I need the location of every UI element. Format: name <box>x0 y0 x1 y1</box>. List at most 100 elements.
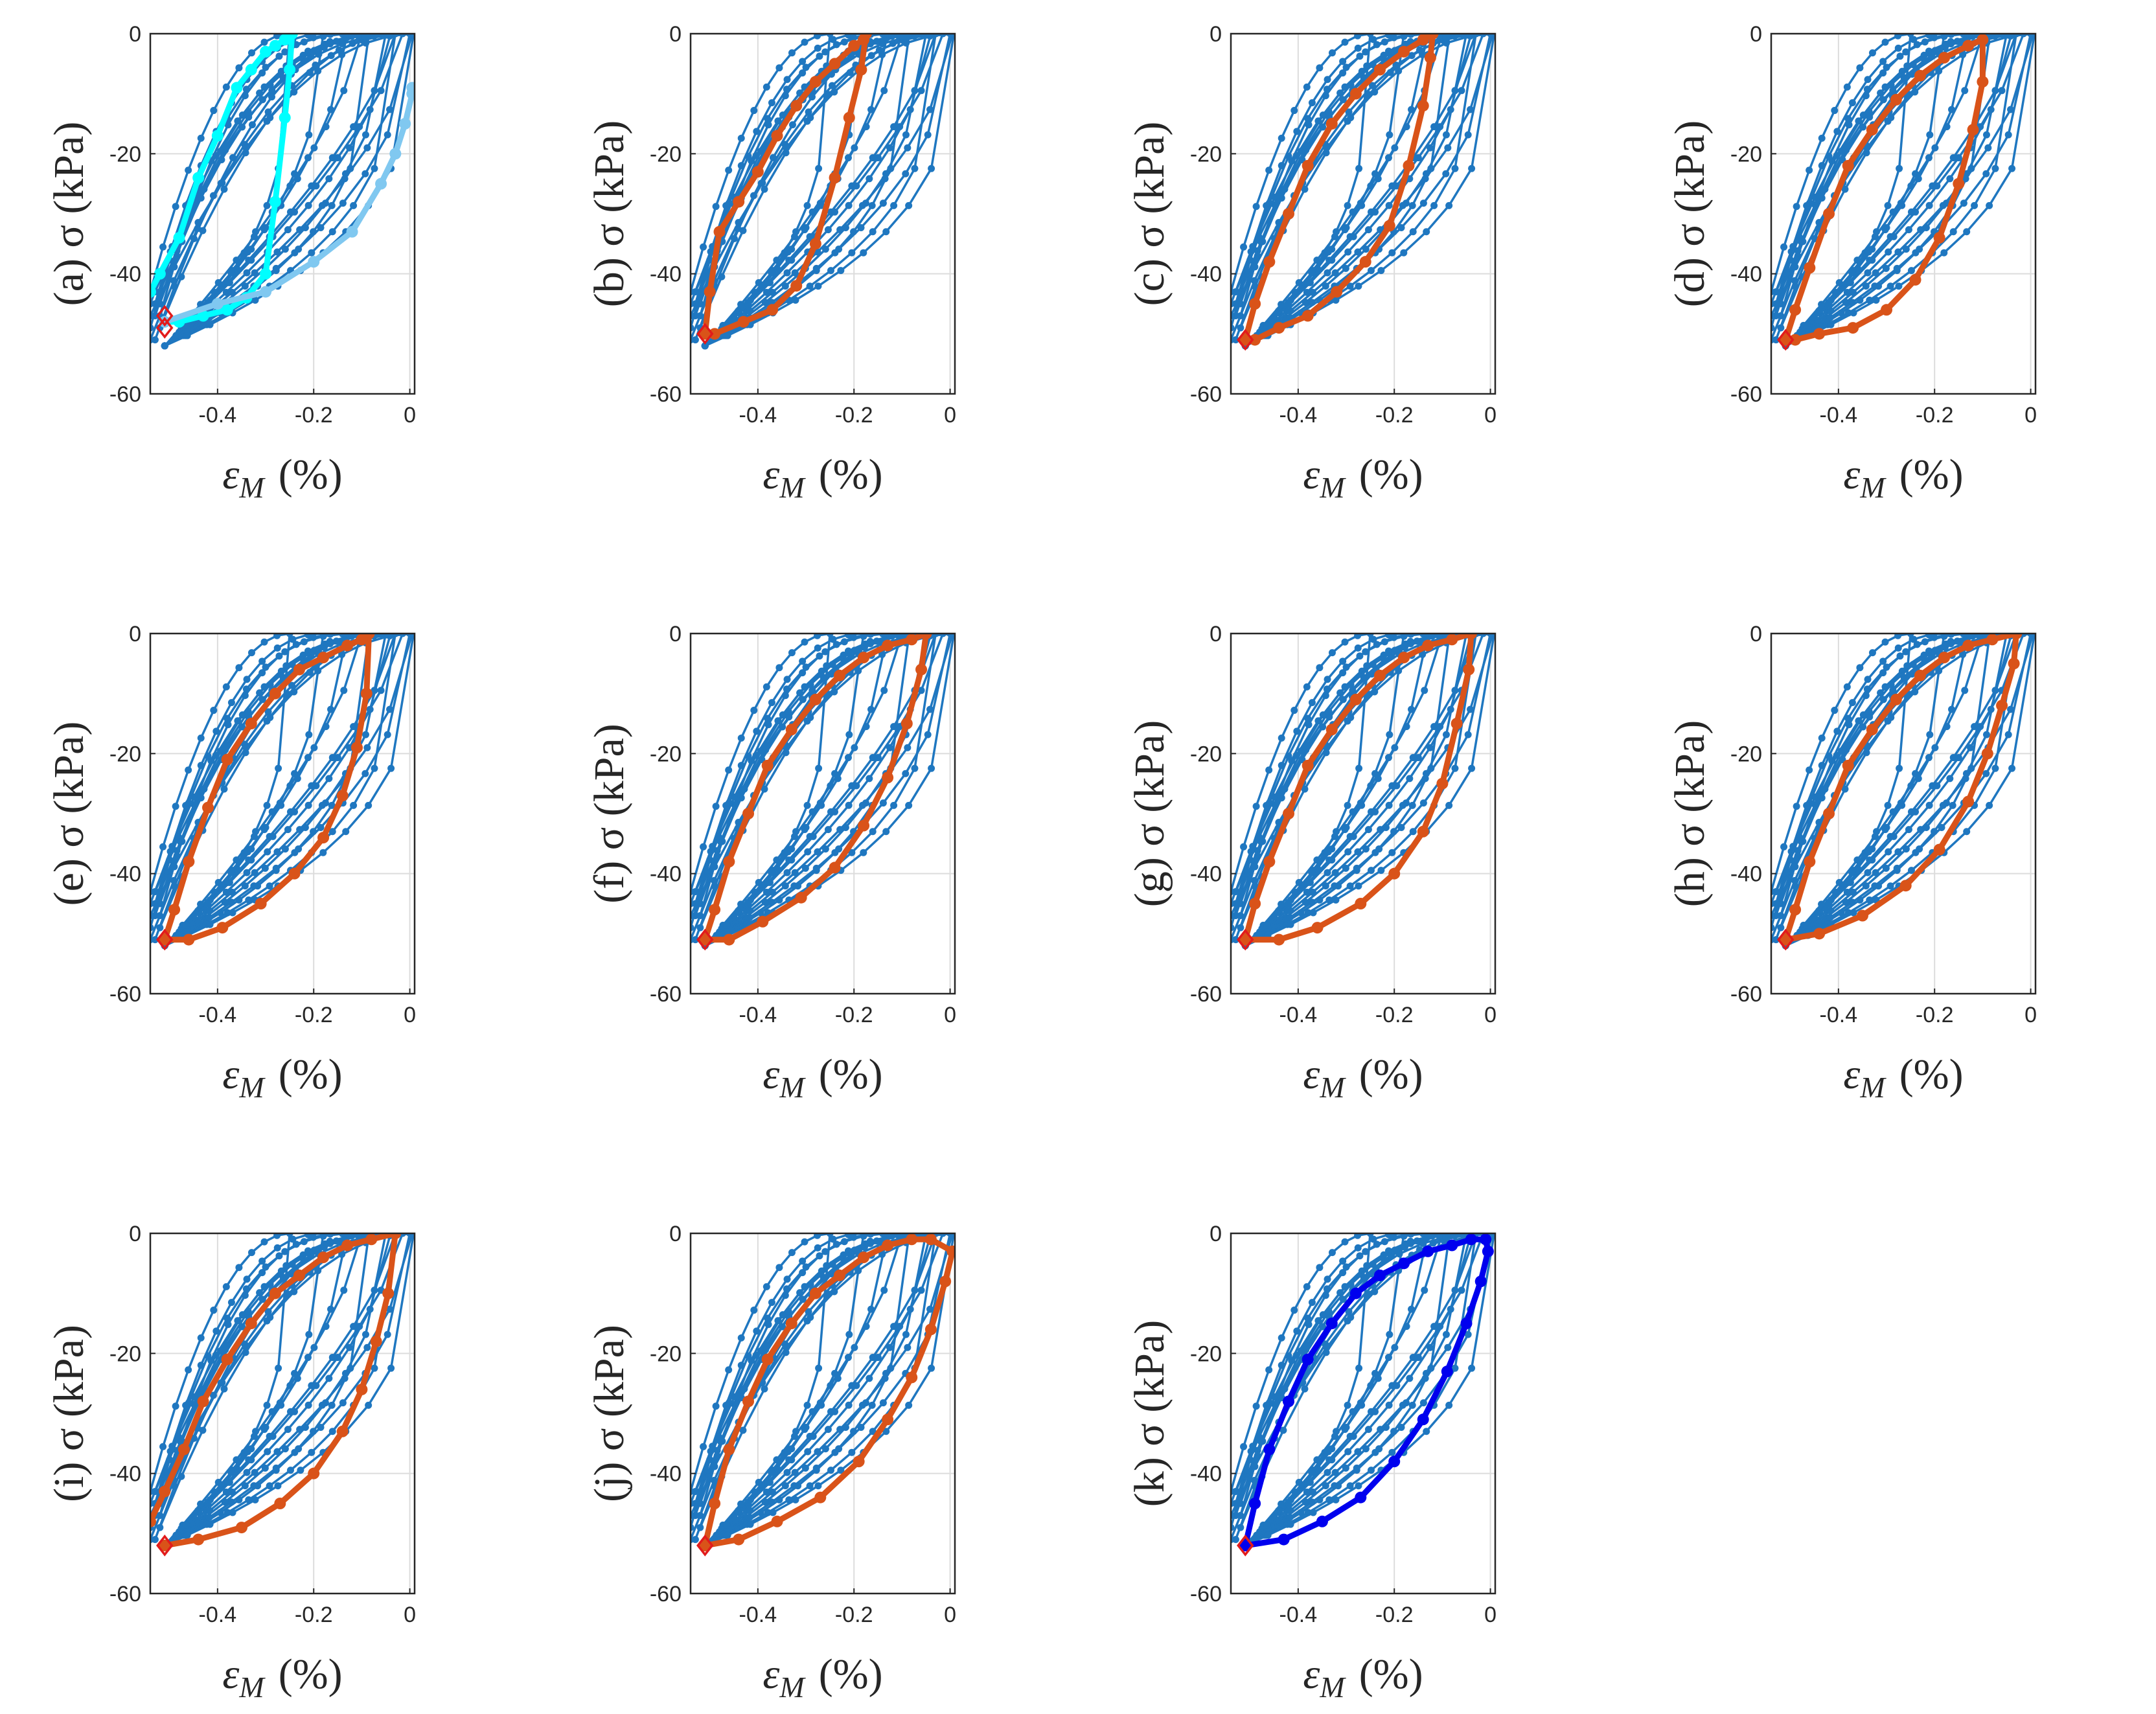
highlight-cycle-point <box>1422 639 1434 652</box>
background-cycle-point <box>712 803 720 810</box>
background-cycle-point <box>1430 201 1438 209</box>
background-cycle-point <box>1881 638 1889 646</box>
background-cycle-line <box>694 634 937 947</box>
background-cycle-point <box>1395 667 1403 675</box>
background-cycle-point <box>831 88 838 96</box>
background-cycle-point <box>1381 1238 1388 1246</box>
background-cycle-point <box>1287 1520 1294 1528</box>
background-cycle-point <box>225 1478 233 1486</box>
background-cycle-point <box>1818 134 1826 142</box>
background-cycle-point <box>334 754 341 762</box>
background-cycle-point <box>1959 51 1967 58</box>
background-cycle-point <box>1342 264 1349 272</box>
highlight-cycle-point <box>341 1239 354 1251</box>
background-cycle-point <box>325 1375 333 1382</box>
background-cycle-point <box>1419 51 1427 58</box>
background-cycle-point <box>831 688 838 696</box>
background-cycle-point <box>764 121 772 129</box>
background-cycle-point <box>1250 876 1258 884</box>
highlight-cycle-point <box>221 753 233 766</box>
background-cycle-point <box>808 1408 816 1415</box>
background-cycle-point <box>371 1364 378 1372</box>
highlight-cycle-point <box>1890 93 1902 106</box>
background-cycle-point <box>890 801 898 809</box>
background-cycle-point <box>1843 143 1851 150</box>
highlight-cycle-point <box>183 933 195 946</box>
background-cycle-point <box>1331 269 1339 277</box>
background-cycle-point <box>746 907 754 915</box>
highlight-cycle-point <box>1239 1539 1252 1551</box>
background-cycle-point <box>1263 921 1271 929</box>
background-cycle-point <box>1332 896 1340 904</box>
background-cycle-line <box>699 1233 945 1547</box>
background-cycle-point <box>1355 882 1362 890</box>
background-cycle-point <box>1309 888 1316 896</box>
background-cycle-point <box>1963 228 1971 236</box>
highlight-cycle-point <box>795 891 807 904</box>
plot-area <box>691 34 955 350</box>
background-cycle-point <box>1815 219 1823 227</box>
background-cycle-point <box>1846 279 1854 286</box>
background-cycle-point <box>222 1342 230 1350</box>
background-cycle-point <box>1355 165 1363 172</box>
highlight-cycle-point <box>882 639 894 652</box>
background-cycle-point <box>262 663 270 671</box>
background-cycle-point <box>840 638 848 646</box>
background-cycle-point <box>737 900 745 908</box>
background-cycle-point <box>1397 824 1405 832</box>
background-cycle-point <box>1848 269 1856 277</box>
background-cycle-point <box>244 108 252 115</box>
highlight-cycle-point <box>1914 669 1926 681</box>
background-cycle-point <box>1868 257 1876 264</box>
background-cycle-point <box>882 228 890 236</box>
background-cycle-point <box>1331 869 1339 876</box>
background-cycle-line <box>154 1233 397 1547</box>
highlight-cycle-point <box>1962 795 1975 808</box>
background-cycle-point <box>829 635 837 643</box>
background-cycle-point <box>790 882 798 890</box>
highlight-cycle-point <box>1302 1353 1314 1365</box>
background-cycle-point <box>340 87 348 95</box>
background-cycle-point <box>807 681 814 689</box>
background-cycle-point <box>1907 782 1915 790</box>
x-tick-label: -0.2 <box>295 1003 333 1027</box>
background-cycle-point <box>227 269 235 277</box>
background-cycle-point <box>1305 721 1313 729</box>
background-cycle-point <box>386 1305 394 1313</box>
background-cycle-point <box>266 81 274 89</box>
background-cycle-point <box>2007 34 2015 40</box>
background-cycle-point <box>1991 87 1999 95</box>
background-cycle-point <box>691 1487 699 1495</box>
highlight-cycle-point <box>1446 1239 1458 1251</box>
background-cycle-point <box>1250 277 1258 284</box>
highlight-cycle-point <box>1480 1233 1492 1246</box>
background-cycle-point <box>911 165 919 172</box>
background-cycle-point <box>338 1250 346 1258</box>
background-cycle-point <box>804 848 812 856</box>
background-cycle-point <box>1308 269 1316 277</box>
background-cycle-point <box>737 1500 745 1508</box>
background-cycle-point <box>746 307 754 315</box>
highlight-cycle-point <box>1881 304 1893 316</box>
highlight-cycle-point <box>809 76 821 88</box>
background-cycle-point <box>1894 34 1902 40</box>
background-cycle-point <box>197 1334 205 1342</box>
background-cycle-point <box>159 843 167 851</box>
background-cycle-line <box>1774 634 2018 947</box>
background-cycle-point <box>868 1401 876 1409</box>
background-cycle-point <box>150 936 154 944</box>
background-cycle-point <box>228 288 236 296</box>
highlight-cycle-point <box>1239 933 1252 946</box>
x-axis-label: εM (%) <box>763 1051 882 1104</box>
background-cycle-point <box>805 1308 812 1316</box>
background-cycle-point <box>764 721 772 729</box>
background-cycle-point <box>911 1286 919 1294</box>
background-cycle-point <box>1377 267 1385 275</box>
background-cycle-point <box>1902 648 1910 656</box>
background-cycle-point <box>1815 819 1823 827</box>
background-cycle-point <box>784 1448 792 1456</box>
background-cycle-point <box>272 864 280 872</box>
background-cycle-point <box>2004 131 2012 139</box>
highlight-cycle-point <box>1263 856 1276 868</box>
background-cycle-point <box>1309 1488 1316 1496</box>
